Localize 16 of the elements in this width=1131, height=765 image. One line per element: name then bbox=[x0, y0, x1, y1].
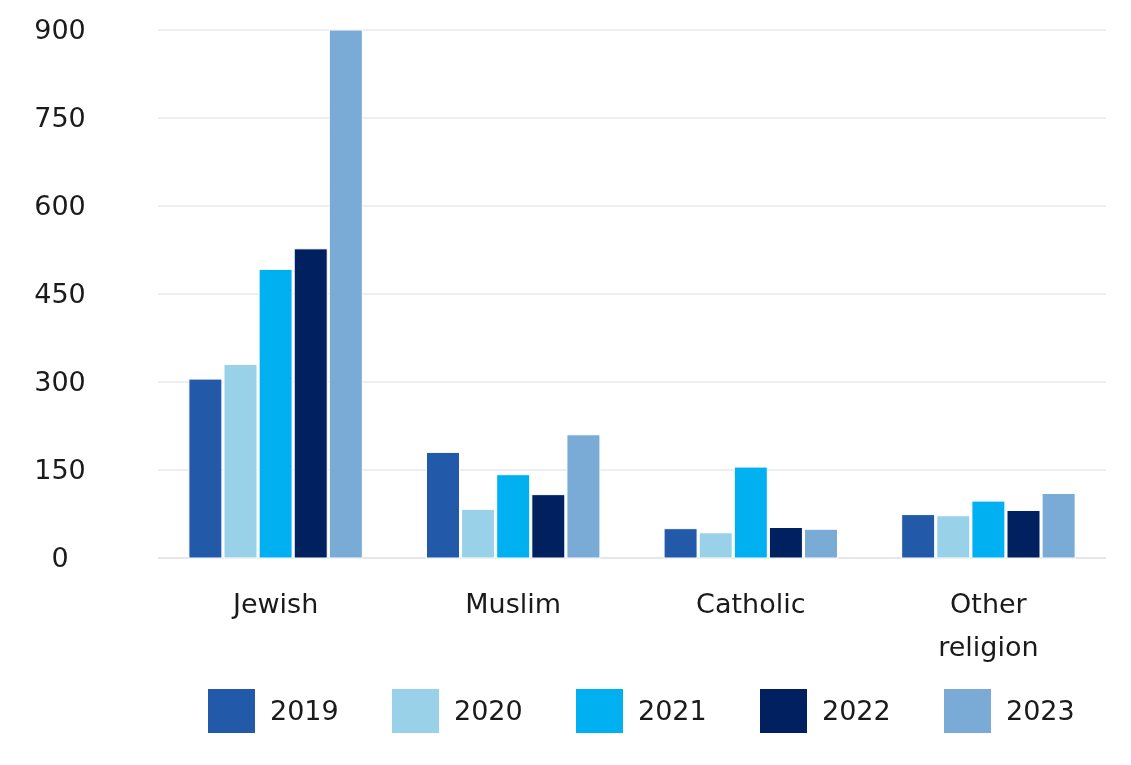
legend-label: 2020 bbox=[454, 695, 523, 727]
y-tick-label: 450 bbox=[34, 278, 86, 310]
x-tick-label: Catholic bbox=[696, 588, 806, 619]
legend-label: 2021 bbox=[638, 695, 707, 727]
y-tick-label: 150 bbox=[34, 454, 86, 486]
y-tick-label: 300 bbox=[34, 366, 86, 398]
x-tick-label: Other religion bbox=[938, 588, 1039, 662]
legend-label: 2019 bbox=[270, 695, 339, 727]
y-tick-label: 0 bbox=[51, 542, 69, 574]
x-tick-label: Muslim bbox=[465, 588, 562, 619]
y-tick-label: 600 bbox=[34, 190, 86, 222]
legend-label: 2023 bbox=[1006, 695, 1075, 727]
legend-label: 2022 bbox=[822, 695, 891, 727]
y-tick-label: 750 bbox=[34, 102, 86, 134]
y-tick-label: 900 bbox=[34, 14, 86, 46]
x-tick-label: Jewish bbox=[230, 588, 319, 619]
